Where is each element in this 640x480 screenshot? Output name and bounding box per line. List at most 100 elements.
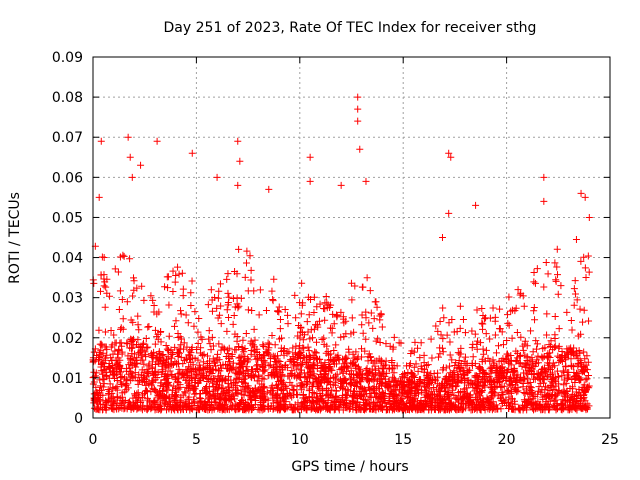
y-tick-label: 0.01 [52,371,83,387]
data-point [500,358,508,366]
data-point [317,367,325,375]
data-point [571,290,579,298]
data-point [138,352,146,360]
data-point [271,352,279,360]
data-point [436,350,444,358]
data-point [538,386,546,394]
data-point [377,375,385,383]
data-point [321,305,329,313]
data-point [321,316,329,324]
data-point [573,406,581,414]
data-point [231,405,239,413]
data-point [263,388,271,396]
data-point [218,401,226,409]
data-point [228,404,236,412]
data-point [445,209,453,217]
data-point [322,376,330,384]
data-point [311,348,319,356]
data-point [246,252,254,260]
data-point [118,373,126,381]
data-point [180,339,188,347]
data-point [425,390,433,398]
data-point [580,253,588,261]
data-point [164,363,172,371]
data-point [434,353,442,361]
data-point [541,344,549,352]
data-point [251,336,259,344]
data-point [339,385,347,393]
data-point [567,316,575,324]
data-point [448,356,456,364]
data-point [92,369,100,377]
data-point [110,331,118,339]
data-point [321,359,329,367]
data-point [240,391,248,399]
data-point [495,373,503,381]
data-point [309,365,317,373]
data-point [392,391,400,399]
data-point [170,382,178,390]
data-point [416,354,424,362]
data-point [324,348,332,356]
data-point [357,367,365,375]
data-point [359,329,367,337]
data-point [328,386,336,394]
data-point [506,373,514,381]
data-point [335,404,343,412]
data-point [174,263,182,271]
data-point [108,357,116,365]
data-point [313,400,321,408]
data-point [225,293,233,301]
data-point [316,389,324,397]
data-point [414,367,422,375]
data-point [357,391,365,399]
data-point [554,271,562,279]
data-point [418,400,426,408]
data-point [118,389,126,397]
data-point [531,316,539,324]
data-point [571,375,579,383]
data-point [194,356,202,364]
data-point [286,357,294,365]
data-point [523,353,531,361]
data-point [527,327,535,335]
data-point [396,396,404,404]
data-point [150,301,158,309]
data-point [519,369,527,377]
data-point [543,373,551,381]
data-point [532,400,540,408]
data-point [97,400,105,408]
data-point [128,344,136,352]
data-point [291,291,299,299]
data-point [149,385,157,393]
data-point [544,270,552,278]
data-point [332,387,340,395]
data-point [306,153,314,161]
data-point [387,381,395,389]
data-point [577,189,585,197]
data-point [346,405,354,413]
data-point [273,385,281,393]
data-point [438,234,446,241]
data-point [432,322,440,330]
data-point [487,389,495,397]
data-point [139,393,147,401]
data-point [110,406,118,414]
data-point [148,358,156,366]
data-point [177,341,185,349]
x-tick-label: 20 [498,432,516,448]
data-point [342,390,350,398]
data-point [247,337,255,345]
data-point [159,351,167,359]
data-point [242,329,250,337]
data-point [376,369,384,377]
data-point [225,344,233,352]
data-point [171,278,179,286]
data-point [239,336,247,344]
data-point [307,353,315,361]
data-point [90,279,98,287]
data-point [149,296,157,304]
data-point [101,328,109,336]
data-point [424,381,432,389]
data-point [166,367,174,375]
